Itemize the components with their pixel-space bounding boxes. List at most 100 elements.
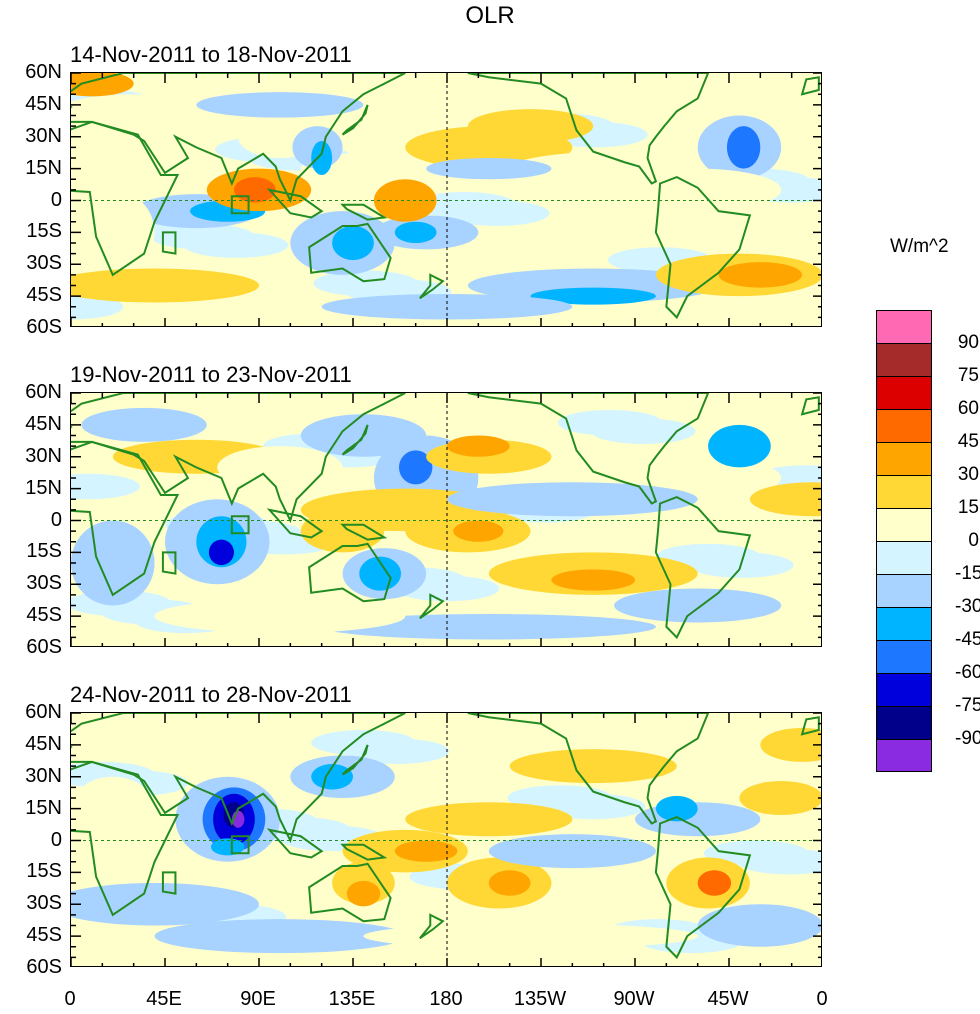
coastline bbox=[340, 203, 388, 221]
anomaly-contour bbox=[447, 435, 510, 457]
anomaly-contour bbox=[183, 232, 289, 258]
y-tick-label: 30S bbox=[26, 572, 62, 595]
anomaly-contour bbox=[635, 802, 761, 837]
colorbar-label: 15 bbox=[957, 497, 979, 518]
y-tick-label: 45S bbox=[26, 924, 62, 947]
colorbar-label: -45 bbox=[955, 629, 980, 650]
anomaly-contour bbox=[71, 73, 134, 97]
y-tick-label: 0 bbox=[50, 508, 62, 531]
y-tick-label: 30N bbox=[25, 124, 62, 147]
colorbar-swatch bbox=[876, 607, 932, 640]
coastline bbox=[800, 76, 820, 96]
panel-3-title: 24-Nov-2011 to 28-Nov-2011 bbox=[70, 682, 352, 707]
y-tick-label: 45S bbox=[26, 284, 62, 307]
anomaly-contour bbox=[300, 509, 385, 553]
colorbar-swatch bbox=[876, 409, 932, 442]
y-tick-label: 60S bbox=[26, 316, 62, 338]
y-tick-label: 15N bbox=[25, 796, 62, 819]
x-tick-label: 90E bbox=[240, 988, 276, 1010]
coastline bbox=[419, 913, 445, 940]
coastline bbox=[161, 551, 177, 575]
coastline bbox=[800, 396, 820, 416]
colorbar-swatch bbox=[876, 475, 932, 508]
anomaly-contour bbox=[359, 556, 402, 591]
x-tick-label: 0 bbox=[816, 988, 828, 1010]
coastline bbox=[419, 273, 445, 300]
anomaly-contour bbox=[373, 179, 437, 222]
anomaly-contour bbox=[154, 919, 406, 954]
anomaly-contour bbox=[614, 588, 782, 623]
region-box bbox=[230, 515, 250, 535]
coastline bbox=[340, 523, 388, 541]
anomaly-contour bbox=[321, 294, 573, 320]
coastline bbox=[419, 593, 445, 620]
y-tick-label: 45N bbox=[25, 92, 62, 115]
anomaly-contour bbox=[530, 287, 656, 305]
colorbar-swatch bbox=[876, 541, 932, 574]
anomaly-contour bbox=[739, 781, 821, 815]
olr-anomaly-map bbox=[71, 713, 821, 966]
colorbar bbox=[876, 310, 932, 772]
coastline bbox=[467, 73, 710, 185]
x-tick-label: 180 bbox=[429, 988, 463, 1010]
colorbar-label: 60 bbox=[957, 398, 979, 419]
y-tick-label: 30S bbox=[26, 892, 62, 915]
anomaly-contour bbox=[346, 880, 381, 907]
y-tick-label: 0 bbox=[50, 828, 62, 851]
colorbar-label: -60 bbox=[955, 662, 980, 683]
map-panel-1 bbox=[70, 72, 822, 327]
coastline bbox=[71, 393, 406, 524]
coastline bbox=[467, 393, 710, 505]
y-tick-label: 60S bbox=[26, 956, 62, 978]
colorbar-label: 75 bbox=[957, 365, 979, 386]
anomaly-contour bbox=[697, 870, 732, 896]
anomaly-contour bbox=[71, 189, 155, 275]
coastline bbox=[266, 508, 324, 539]
colorbar-swatch bbox=[876, 310, 932, 343]
y-tick-label: 15S bbox=[26, 540, 62, 563]
anomaly-contour bbox=[453, 520, 504, 542]
colorbar-label: 30 bbox=[957, 464, 979, 485]
anomaly-contour bbox=[81, 407, 207, 442]
colorbar-label: 45 bbox=[957, 431, 979, 452]
y-tick-label: 45N bbox=[25, 732, 62, 755]
colorbar-label: 0 bbox=[968, 530, 979, 551]
anomaly-contour bbox=[394, 840, 458, 862]
coastline bbox=[161, 871, 177, 895]
coastline bbox=[266, 188, 324, 219]
coastline bbox=[654, 816, 752, 960]
anomaly-contour bbox=[332, 226, 374, 260]
anomaly-contour bbox=[737, 849, 821, 875]
x-tick-label: 90W bbox=[613, 988, 655, 1010]
colorbar-swatch bbox=[876, 508, 932, 541]
anomaly-contour bbox=[591, 418, 696, 444]
x-tick-label: 135W bbox=[513, 988, 567, 1010]
anomaly-contour bbox=[311, 764, 353, 790]
anomaly-contour bbox=[208, 539, 234, 566]
anomaly-contour bbox=[154, 599, 406, 634]
x-tick-label: 45W bbox=[707, 988, 749, 1010]
anomaly-contour bbox=[697, 904, 821, 947]
x-tick-label: 0 bbox=[64, 988, 76, 1010]
figure-title: OLR bbox=[465, 2, 515, 29]
anomaly-contour bbox=[71, 473, 140, 500]
map-panel-2 bbox=[70, 392, 822, 647]
anomaly-contour bbox=[321, 614, 656, 640]
colorbar-swatch bbox=[876, 343, 932, 376]
y-tick-label: 15S bbox=[26, 860, 62, 883]
anomaly-contour bbox=[394, 221, 437, 243]
colorbar-label: 90 bbox=[957, 332, 979, 353]
y-tick-label: 15S bbox=[26, 220, 62, 243]
anomaly-contour bbox=[405, 802, 573, 837]
anomaly-contour bbox=[467, 268, 719, 303]
anomaly-contour bbox=[344, 738, 450, 764]
anomaly-contour bbox=[488, 870, 531, 896]
anomaly-contour bbox=[71, 883, 259, 926]
anomaly-contour bbox=[398, 450, 433, 485]
colorbar-swatch bbox=[876, 673, 932, 706]
coastline bbox=[341, 424, 369, 456]
y-tick-label: 45S bbox=[26, 604, 62, 627]
anomaly-contour bbox=[71, 268, 259, 303]
anomaly-contour bbox=[655, 795, 698, 822]
anomaly-contour bbox=[426, 158, 552, 180]
